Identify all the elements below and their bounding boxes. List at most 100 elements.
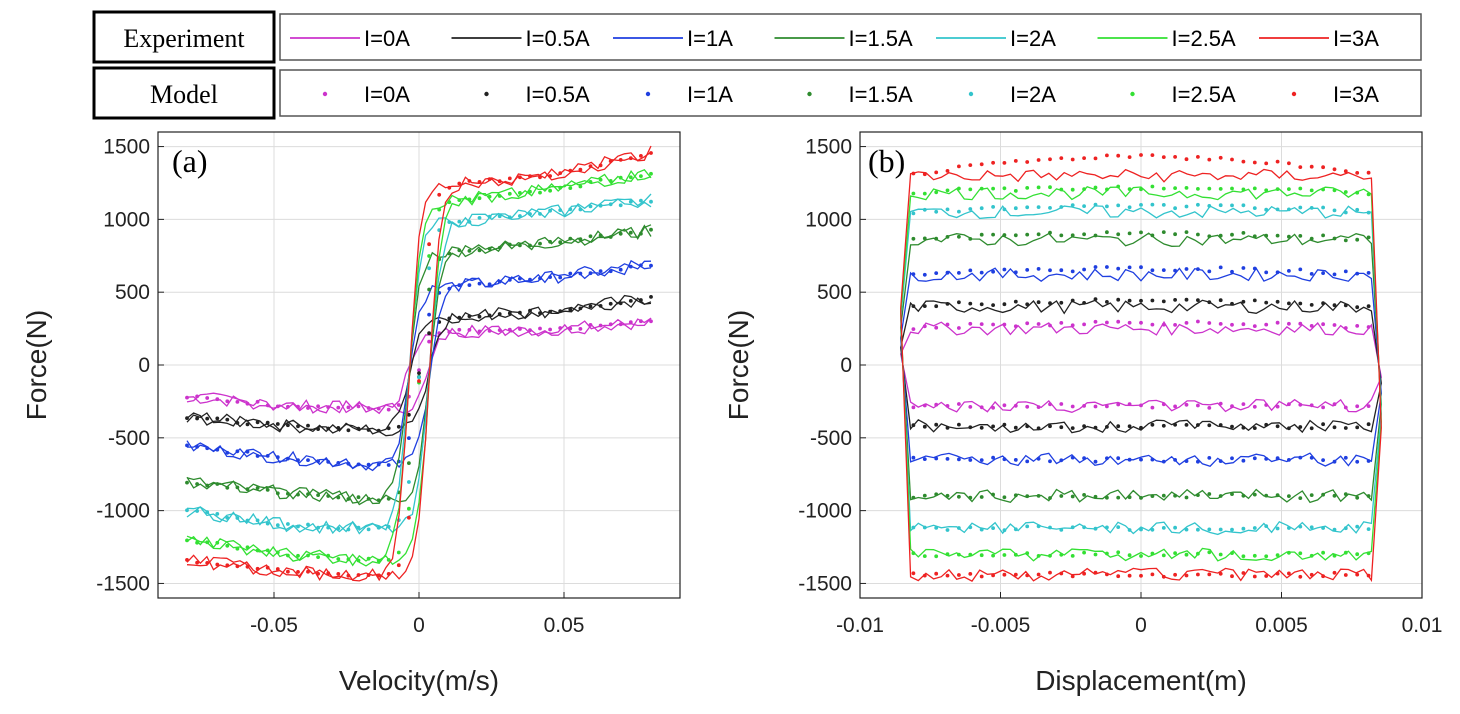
panel-a-experiment-curve <box>186 145 652 582</box>
panel-a-model-point <box>225 450 230 455</box>
panel-b-model-point <box>1150 551 1155 556</box>
panel-b-model-point <box>1150 405 1155 410</box>
panel-a-model-point <box>477 248 482 253</box>
panel-b-model-point <box>1298 425 1303 429</box>
panel-b-model-point <box>1002 207 1007 212</box>
panel-b-model-point <box>1321 492 1325 497</box>
panel-a-label: (a) <box>172 143 208 179</box>
panel-b-model-point <box>1275 526 1280 531</box>
panel-a-model-point <box>477 281 482 286</box>
panel-b-model-point <box>1013 493 1018 498</box>
panel-b-model-point <box>1116 424 1121 429</box>
panel-b-model-point <box>1264 554 1269 559</box>
panel-a-model-point <box>215 562 220 567</box>
panel-a-model-point <box>306 492 310 496</box>
panel-a-model-point <box>427 266 431 271</box>
panel-b-model-point <box>1105 265 1109 269</box>
panel-a-chart: -0.05 0 0.05 -1500 -1000 -500 0 500 1000 1500 (a)… <box>21 131 681 696</box>
panel-a-model-point <box>477 196 482 201</box>
panel-a-model-point <box>235 516 240 520</box>
panel-b-model-point <box>1161 402 1166 407</box>
panel-b-model-point <box>1116 266 1121 271</box>
panel-b-model-point <box>1287 402 1291 407</box>
panel-a-model-point <box>245 422 250 427</box>
legend-experiment-entries-box <box>279 13 1422 61</box>
panel-a-model-point <box>316 571 320 576</box>
panel-b-model-point <box>1264 493 1269 498</box>
panel-b-model-point <box>1343 269 1348 274</box>
panel-a-model-point <box>528 174 532 179</box>
panel-a-model-point <box>417 371 421 375</box>
panel-a-model-point <box>588 164 593 169</box>
panel-a-model-point <box>608 202 613 207</box>
panel-b-model-point <box>1127 155 1132 160</box>
panel-b-model-point <box>1196 319 1200 324</box>
panel-a-model-point <box>386 426 391 431</box>
panel-a-model-point <box>366 406 371 410</box>
legend-experiment-entries: I=0A I=0.5A I=1A I=1.5A I=2A I=2.5A I=3A <box>290 26 1379 51</box>
panel-b-model-point <box>911 525 916 530</box>
panel-b-model-point <box>922 573 927 578</box>
panel-b-model-point <box>968 207 973 211</box>
panel-b-model-point <box>1298 165 1303 170</box>
panel-a-model-point <box>296 570 300 574</box>
panel-a-experiment-curve <box>186 151 652 581</box>
panel-a-model-point <box>578 207 583 212</box>
panel-b-model-point <box>1116 574 1121 579</box>
panel-a-model-point <box>467 179 472 183</box>
panel-a-model-point <box>215 397 220 402</box>
panel-b-model-point <box>1070 233 1075 238</box>
panel-b-model-point <box>1025 573 1030 578</box>
panel-a-model-point <box>588 234 593 239</box>
panel-b-model-point <box>1082 493 1086 497</box>
panel-a-model-point <box>457 315 462 320</box>
panel-b-model-point <box>1013 206 1018 211</box>
panel-b-model-point <box>1093 552 1098 557</box>
panel-b-model-point <box>1025 186 1030 190</box>
panel-b-model-point <box>1036 426 1041 431</box>
panel-b-model-point <box>1036 456 1041 461</box>
panel-b-model-point <box>991 269 995 274</box>
panel-b-model-point <box>1355 237 1360 242</box>
panel-b-model-point <box>945 426 950 430</box>
panel-b-model-point <box>1082 550 1086 555</box>
panel-b-model-point <box>1343 190 1348 194</box>
panel-a-model-point <box>578 184 583 189</box>
panel-b-model-point <box>1105 456 1109 461</box>
panel-b-model-point <box>1184 186 1189 190</box>
panel-b-model-point <box>1366 192 1371 197</box>
panel-a-model-point <box>548 327 552 332</box>
panel-b-model-point <box>1139 496 1143 500</box>
panel-b-model-point <box>1070 404 1075 409</box>
panel-b-model-point <box>1002 528 1007 533</box>
panel-b-xtick-label: -0.005 <box>971 614 1031 637</box>
panel-b-model-point <box>1013 270 1018 275</box>
panel-b-model-point <box>1025 321 1030 326</box>
panel-b-model-point <box>1241 458 1246 463</box>
panel-b-model-point <box>1116 184 1121 189</box>
panel-b-model-point <box>1173 525 1177 530</box>
panel-b-model-point <box>1105 572 1109 577</box>
panel-b-model-point <box>1139 527 1143 532</box>
panel-b-model-point <box>1150 298 1155 303</box>
panel-a-model-point <box>457 283 462 288</box>
panel-b-model-point <box>1082 156 1086 161</box>
panel-a-model-point <box>275 523 280 528</box>
panel-b-model-point <box>979 162 984 167</box>
panel-a-model-point <box>548 208 552 213</box>
panel-b-model-point <box>1093 526 1098 531</box>
panel-b-model-point <box>1275 270 1280 275</box>
panel-b-model-point <box>991 573 995 578</box>
panel-a-model-point <box>286 456 290 461</box>
panel-b-model-point <box>1036 524 1041 529</box>
panel-b-model-point <box>1332 272 1337 277</box>
panel-b-model-point <box>1013 324 1018 329</box>
panel-b-model-point <box>1230 551 1234 555</box>
panel-b-model-point <box>1184 204 1189 209</box>
panel-a-model-point <box>245 487 250 492</box>
panel-b-model-point <box>1230 157 1234 162</box>
panel-b-model-point <box>1309 455 1314 460</box>
panel-b-model-point <box>1241 231 1246 235</box>
panel-b-model-point <box>1184 459 1189 463</box>
panel-a-model-point <box>336 572 341 576</box>
